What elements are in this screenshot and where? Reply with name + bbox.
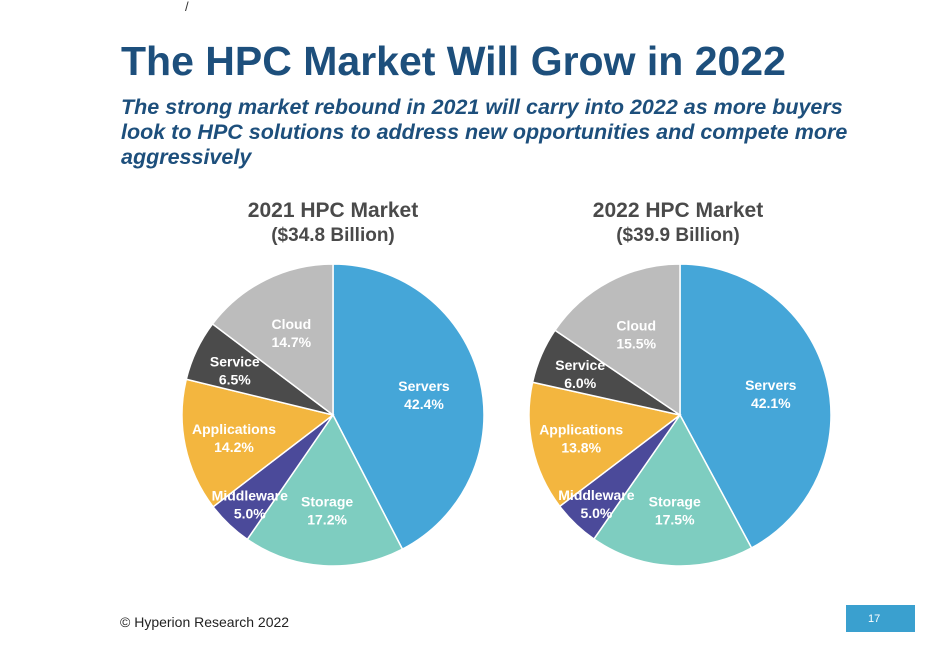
page-number: 17 xyxy=(868,613,881,625)
pie-chart-2021: Servers 42.4% Storage 17.2% Middleware 5.0% Ap… xyxy=(181,263,485,567)
pie-chart-2022: Servers 42.1% Storage 17.5% Middleware 5.0% Ap… xyxy=(528,263,832,567)
slice-percent-service: 6.0% xyxy=(564,375,596,391)
slice-percent-middleware: 5.0% xyxy=(580,505,612,521)
slice-percent-servers: 42.4% xyxy=(404,396,444,412)
slice-percent-storage: 17.2% xyxy=(307,511,347,527)
chart-title-2022: 2022 HPC Market xyxy=(592,199,764,222)
slice-label-applications: Applications 13.8% xyxy=(539,422,623,456)
slice-label-service: Service 6.5% xyxy=(210,353,260,387)
pie-slice-applications xyxy=(528,381,682,508)
slice-percent-storage: 17.5% xyxy=(655,512,695,528)
slice-percent-applications: 14.2% xyxy=(214,439,254,455)
pie-slice-cloud xyxy=(553,263,681,417)
copyright-footer: © Hyperion Research 2022 xyxy=(120,614,290,630)
slice-label-servers: Servers 42.4% xyxy=(398,378,450,412)
slice-name-servers: Servers xyxy=(398,378,450,394)
pie-slice-servers xyxy=(332,263,485,551)
slice-percent-service: 6.5% xyxy=(219,371,251,387)
chart-total-2021: ($34.8 Billion) xyxy=(271,225,395,246)
slice-name-service: Service xyxy=(555,357,605,373)
slice-name-middleware: Middleware xyxy=(212,488,288,504)
slice-name-storage: Storage xyxy=(649,494,701,510)
slide-subtitle: The strong market rebound in 2021 will c… xyxy=(121,95,848,169)
chart-heading-2022: 2022 HPC Market ($39.9 Billion) xyxy=(528,198,828,248)
slice-name-cloud: Cloud xyxy=(616,317,656,333)
chart-title-2021: 2021 HPC Market xyxy=(247,199,419,222)
slice-name-servers: Servers xyxy=(745,377,797,393)
slice-name-applications: Applications xyxy=(539,422,623,438)
slice-label-cloud: Cloud 15.5% xyxy=(616,317,656,351)
slice-label-storage: Storage 17.5% xyxy=(649,494,701,528)
chart-heading-2021: 2021 HPC Market ($34.8 Billion) xyxy=(183,198,483,248)
slice-label-servers: Servers 42.1% xyxy=(745,377,797,411)
slice-percent-cloud: 15.5% xyxy=(616,335,656,351)
slice-label-cloud: Cloud 14.7% xyxy=(271,316,311,350)
slice-label-applications: Applications 14.2% xyxy=(192,421,276,455)
slice-name-cloud: Cloud xyxy=(271,316,311,332)
pie-slice-cloud xyxy=(211,263,334,417)
slice-percent-servers: 42.1% xyxy=(751,395,791,411)
slice-percent-cloud: 14.7% xyxy=(271,334,311,350)
slice-label-service: Service 6.0% xyxy=(555,357,605,391)
corner-mark: / xyxy=(185,0,189,14)
slice-label-storage: Storage 17.2% xyxy=(301,493,353,527)
slide-title: The HPC Market Will Grow in 2022 xyxy=(121,38,786,84)
pie-slice-storage xyxy=(592,413,753,567)
slice-label-middleware: Middleware 5.0% xyxy=(558,487,634,521)
slice-name-middleware: Middleware xyxy=(558,487,634,503)
pie-slice-servers xyxy=(679,263,832,549)
chart-total-2022: ($39.9 Billion) xyxy=(616,225,740,246)
page-number-badge: 17 xyxy=(846,605,915,632)
slice-name-storage: Storage xyxy=(301,493,353,509)
slice-name-applications: Applications xyxy=(192,421,276,437)
pie-slice-storage xyxy=(246,413,404,567)
slice-percent-applications: 13.8% xyxy=(561,440,601,456)
slice-percent-middleware: 5.0% xyxy=(234,506,266,522)
pie-slice-applications xyxy=(181,378,335,508)
slice-label-middleware: Middleware 5.0% xyxy=(212,488,288,522)
slice-name-service: Service xyxy=(210,353,260,369)
